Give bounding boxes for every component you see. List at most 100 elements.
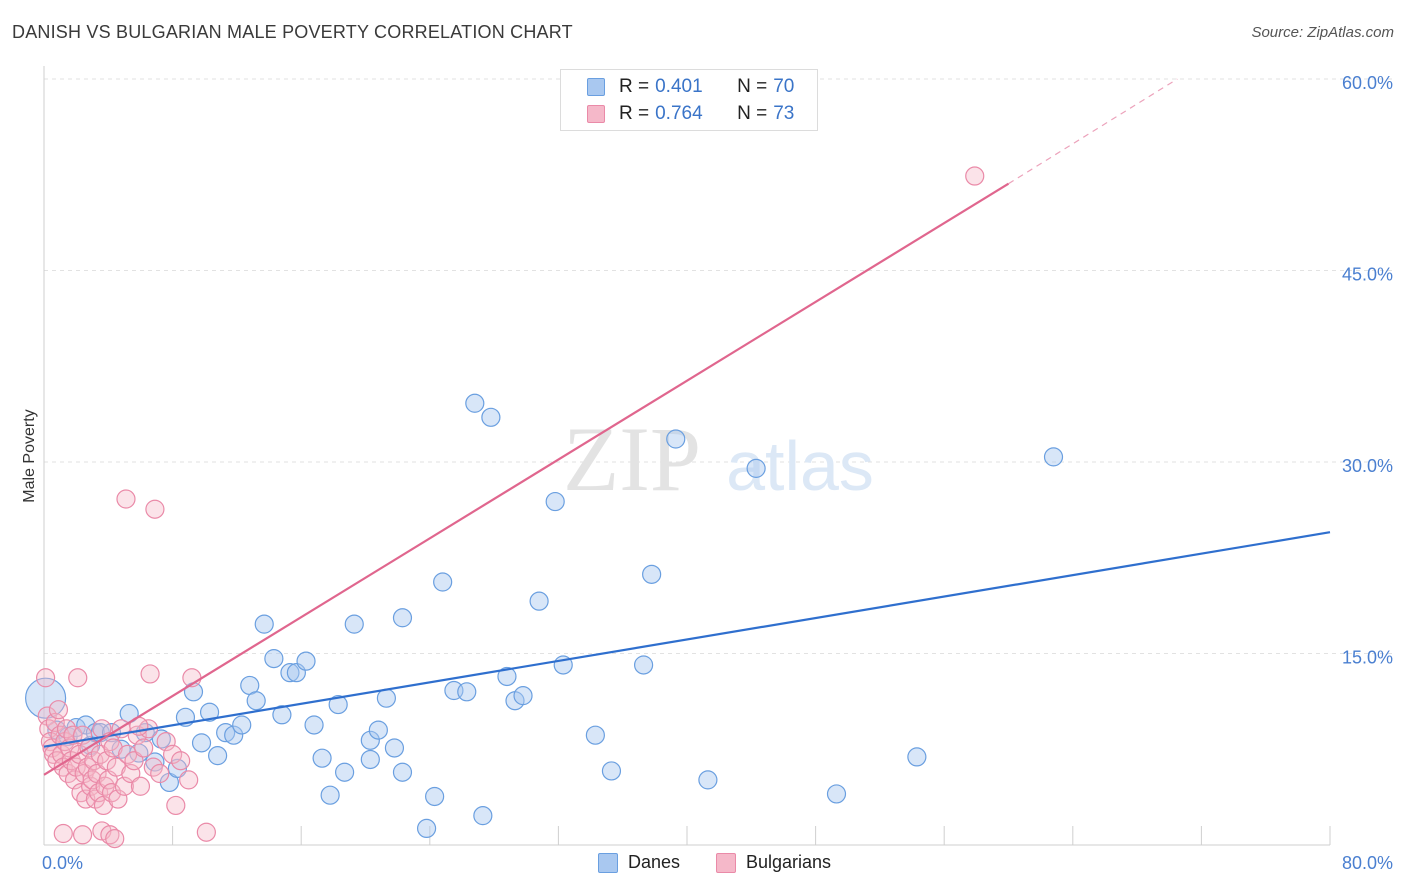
danes-point	[344, 614, 364, 634]
correlation-legend: R = 0.401 N = 70 R = 0.764 N = 73	[560, 69, 818, 131]
legend-swatch-danes	[598, 852, 618, 873]
x-tick-label-max: 80.0%	[1342, 853, 1393, 873]
danes-point	[25, 677, 67, 719]
legend-r-value: 0.401	[655, 76, 703, 97]
danes-point	[746, 458, 766, 478]
legend-label-bulgarians: Bulgarians	[746, 852, 832, 872]
bulgarians-point	[105, 829, 125, 849]
bulgarians-point	[145, 499, 165, 519]
danes-point	[698, 770, 718, 790]
y-tick-label: 30.0%	[1342, 456, 1393, 476]
danes-point	[360, 730, 380, 750]
danes-point	[465, 393, 485, 413]
bulgarians-point	[150, 763, 170, 784]
chart-title: DANISH VS BULGARIAN MALE POVERTY CORRELA…	[12, 22, 573, 42]
legend-n-label: N =	[737, 103, 768, 124]
danes-trend-line	[43, 531, 1331, 748]
bulgarians-point	[116, 489, 136, 509]
series-legend: Danes Bulgarians	[0, 852, 1406, 878]
danes-point	[513, 686, 533, 706]
x-tick-label-min: 0.0%	[42, 853, 83, 873]
legend-item-danes[interactable]: Danes	[598, 852, 680, 873]
danes-point	[254, 614, 274, 634]
danes-point	[264, 649, 284, 669]
legend-row-bulgarians: R = 0.764 N = 73	[587, 101, 800, 127]
legend-swatch-danes	[587, 78, 605, 96]
legend-swatch-bulgarians	[587, 105, 605, 123]
bulgarians-point	[68, 668, 88, 688]
legend-label-danes: Danes	[628, 852, 681, 872]
danes-point	[585, 725, 605, 745]
y-tick-labels: 15.0% 30.0% 45.0% 60.0%	[1342, 73, 1393, 668]
watermark-atlas: atlas	[726, 427, 874, 505]
legend-swatch-bulgarians	[716, 852, 736, 873]
danes-point	[312, 748, 332, 768]
danes-point	[392, 608, 413, 628]
danes-point	[246, 691, 266, 711]
danes-point	[1043, 447, 1064, 467]
y-axis-label: Male Poverty	[21, 409, 38, 502]
danes-point	[335, 762, 355, 782]
danes-point	[473, 806, 493, 826]
legend-n-value: 73	[773, 103, 795, 124]
x-tick-labels: 0.0% 80.0%	[42, 853, 1393, 873]
danes-point	[304, 715, 324, 735]
danes-point	[376, 688, 396, 708]
bulgarians-point	[171, 751, 191, 771]
bulgarians-point	[53, 823, 73, 844]
legend-row-danes: R = 0.401 N = 70	[587, 74, 800, 100]
danes-point	[232, 715, 252, 735]
danes-point	[280, 663, 300, 683]
y-tick-label: 15.0%	[1342, 648, 1393, 668]
bulgarians-point	[36, 668, 56, 688]
danes-point	[272, 705, 292, 725]
danes-point	[666, 429, 686, 449]
danes-point	[384, 738, 405, 758]
bulgarians-point	[72, 825, 93, 845]
legend-n-label: N =	[737, 76, 768, 97]
bulgarians-point	[140, 664, 160, 684]
danes-point	[199, 702, 220, 722]
legend-r-label: R =	[619, 103, 650, 124]
danes-point	[320, 785, 340, 805]
danes-point	[360, 749, 380, 770]
danes-point	[642, 564, 662, 584]
bulgarians-point	[965, 166, 985, 186]
axes	[43, 66, 1331, 846]
grid-lines	[44, 78, 1392, 654]
danes-point	[416, 818, 437, 839]
y-tick-label: 60.0%	[1342, 73, 1393, 93]
y-tick-label: 45.0%	[1342, 265, 1393, 285]
danes-point	[368, 720, 388, 740]
watermark: ZIP atlas	[563, 408, 874, 510]
bulgarians-point	[63, 725, 83, 745]
trend-lines	[43, 78, 1331, 776]
danes-points	[25, 393, 1064, 839]
bulgarians-point	[166, 795, 186, 816]
bulgarians-point	[121, 763, 141, 784]
danes-point	[601, 761, 622, 781]
danes-point	[328, 694, 348, 715]
legend-r-value: 0.764	[655, 103, 703, 124]
legend-r-label: R =	[619, 76, 650, 97]
source-attribution: Source: ZipAtlas.com	[1251, 24, 1394, 41]
danes-point	[224, 725, 244, 745]
danes-point	[545, 491, 565, 512]
danes-point	[392, 762, 413, 782]
watermark-zip: ZIP	[563, 408, 701, 510]
danes-point	[497, 666, 517, 687]
danes-point	[191, 733, 212, 753]
bulgarians-point	[196, 822, 216, 842]
bulgarians-trend-extension	[1008, 78, 1178, 185]
danes-point	[208, 746, 228, 766]
bulgarians-point	[48, 700, 69, 720]
danes-point	[457, 682, 477, 702]
danes-point	[826, 784, 847, 804]
legend-n-value: 70	[773, 76, 795, 97]
danes-point	[529, 591, 549, 611]
danes-point	[907, 747, 927, 767]
legend-item-bulgarians[interactable]: Bulgarians	[716, 852, 831, 873]
bulgarians-points	[36, 166, 985, 849]
danes-point	[481, 407, 501, 427]
